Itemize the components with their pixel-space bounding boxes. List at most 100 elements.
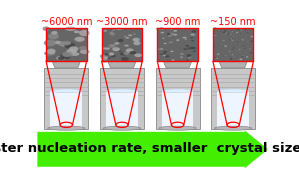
- Ellipse shape: [224, 30, 226, 32]
- Bar: [213, 28, 254, 61]
- Ellipse shape: [249, 48, 251, 50]
- Ellipse shape: [70, 52, 80, 56]
- Ellipse shape: [241, 56, 243, 57]
- Ellipse shape: [128, 34, 132, 36]
- Bar: [102, 28, 142, 61]
- Ellipse shape: [180, 53, 184, 55]
- Polygon shape: [37, 130, 268, 168]
- Ellipse shape: [157, 49, 159, 50]
- Ellipse shape: [53, 41, 61, 44]
- Ellipse shape: [176, 39, 179, 41]
- Ellipse shape: [100, 54, 106, 58]
- Ellipse shape: [79, 30, 90, 36]
- Ellipse shape: [110, 33, 115, 36]
- Polygon shape: [161, 55, 194, 68]
- Ellipse shape: [214, 28, 216, 29]
- Ellipse shape: [112, 47, 120, 51]
- Ellipse shape: [58, 57, 64, 60]
- Text: ~3000 nm: ~3000 nm: [96, 17, 148, 27]
- Ellipse shape: [106, 89, 138, 93]
- Bar: [44, 68, 89, 129]
- Bar: [51, 91, 82, 127]
- Ellipse shape: [227, 33, 230, 34]
- Ellipse shape: [188, 47, 192, 49]
- Ellipse shape: [107, 57, 111, 59]
- Ellipse shape: [241, 58, 243, 59]
- Ellipse shape: [237, 42, 238, 43]
- Ellipse shape: [231, 40, 234, 41]
- Ellipse shape: [133, 41, 141, 45]
- Ellipse shape: [190, 47, 194, 48]
- Ellipse shape: [171, 59, 175, 61]
- Ellipse shape: [129, 51, 136, 54]
- Ellipse shape: [231, 37, 233, 38]
- Ellipse shape: [230, 58, 232, 60]
- Text: Faster nucleation rate, smaller  crystal size !: Faster nucleation rate, smaller crystal …: [0, 142, 299, 155]
- Ellipse shape: [160, 53, 163, 55]
- Ellipse shape: [170, 51, 173, 52]
- Ellipse shape: [62, 52, 73, 57]
- Ellipse shape: [239, 59, 242, 60]
- Ellipse shape: [182, 37, 187, 39]
- Ellipse shape: [241, 39, 244, 41]
- Ellipse shape: [245, 48, 246, 49]
- Ellipse shape: [65, 27, 76, 31]
- Ellipse shape: [167, 33, 171, 35]
- Ellipse shape: [240, 29, 242, 30]
- Ellipse shape: [60, 41, 71, 45]
- Ellipse shape: [236, 32, 238, 33]
- Ellipse shape: [159, 27, 164, 30]
- Ellipse shape: [245, 29, 247, 30]
- Ellipse shape: [118, 39, 123, 42]
- Ellipse shape: [213, 46, 215, 47]
- Ellipse shape: [191, 40, 194, 41]
- Ellipse shape: [123, 52, 129, 55]
- Ellipse shape: [246, 56, 248, 57]
- Ellipse shape: [66, 49, 77, 54]
- Ellipse shape: [190, 34, 195, 36]
- Ellipse shape: [136, 39, 140, 40]
- Bar: [46, 28, 87, 61]
- Bar: [106, 91, 138, 127]
- Ellipse shape: [159, 126, 196, 130]
- Ellipse shape: [185, 39, 187, 40]
- Ellipse shape: [50, 53, 83, 58]
- Ellipse shape: [240, 33, 241, 34]
- Text: ~6000 nm: ~6000 nm: [41, 17, 92, 27]
- Ellipse shape: [48, 33, 59, 40]
- Ellipse shape: [165, 55, 170, 57]
- Ellipse shape: [233, 36, 234, 37]
- Ellipse shape: [118, 50, 121, 52]
- Ellipse shape: [229, 56, 231, 57]
- Ellipse shape: [80, 50, 90, 54]
- Ellipse shape: [237, 29, 239, 30]
- Ellipse shape: [60, 44, 67, 46]
- Ellipse shape: [215, 35, 217, 36]
- Ellipse shape: [192, 47, 196, 49]
- Ellipse shape: [156, 50, 158, 51]
- Ellipse shape: [169, 28, 173, 30]
- Bar: [102, 28, 142, 61]
- Text: ~900 nm: ~900 nm: [155, 17, 200, 27]
- Ellipse shape: [111, 45, 115, 47]
- Ellipse shape: [79, 46, 87, 50]
- Ellipse shape: [183, 48, 187, 50]
- Ellipse shape: [51, 89, 82, 93]
- Ellipse shape: [103, 30, 107, 32]
- Ellipse shape: [217, 53, 250, 58]
- Ellipse shape: [51, 31, 58, 34]
- Ellipse shape: [109, 44, 116, 48]
- Ellipse shape: [56, 56, 66, 60]
- Ellipse shape: [124, 45, 129, 46]
- Ellipse shape: [110, 55, 116, 57]
- Ellipse shape: [180, 57, 183, 58]
- Ellipse shape: [188, 56, 192, 58]
- Bar: [46, 28, 87, 61]
- Text: ~150 nm: ~150 nm: [210, 17, 256, 27]
- Ellipse shape: [112, 29, 115, 31]
- Ellipse shape: [161, 32, 164, 33]
- Ellipse shape: [44, 51, 55, 56]
- Ellipse shape: [69, 46, 78, 52]
- Bar: [213, 28, 254, 61]
- Polygon shape: [217, 55, 250, 68]
